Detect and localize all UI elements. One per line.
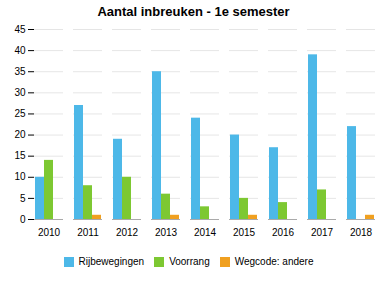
svg-text:2013: 2013: [155, 227, 178, 238]
svg-text:40: 40: [14, 45, 26, 56]
svg-text:15: 15: [14, 150, 26, 161]
svg-text:2012: 2012: [116, 227, 139, 238]
svg-text:45: 45: [14, 24, 26, 35]
svg-text:20: 20: [14, 129, 26, 140]
svg-text:35: 35: [14, 66, 26, 77]
svg-text:2017: 2017: [311, 227, 334, 238]
svg-text:2018: 2018: [350, 227, 373, 238]
svg-text:2014: 2014: [194, 227, 217, 238]
svg-text:2011: 2011: [77, 227, 99, 238]
svg-text:2016: 2016: [272, 227, 295, 238]
html-text:Rijbewegingen: Rijbewegingen: [78, 256, 145, 267]
html-text:Voorrang: Voorrang: [169, 256, 210, 267]
svg-text:10: 10: [14, 171, 26, 182]
svg-text:30: 30: [14, 87, 26, 98]
svg-text:25: 25: [14, 108, 26, 119]
html-text:Aantal inbreuken - 1e semester: Aantal inbreuken - 1e semester: [97, 4, 290, 19]
svg-text:5: 5: [20, 193, 26, 204]
svg-text:2015: 2015: [233, 227, 256, 238]
svg-text:2010: 2010: [38, 227, 61, 238]
html-text:Wegcode: andere: Wegcode: andere: [234, 256, 314, 267]
svg-text:0: 0: [20, 214, 26, 225]
